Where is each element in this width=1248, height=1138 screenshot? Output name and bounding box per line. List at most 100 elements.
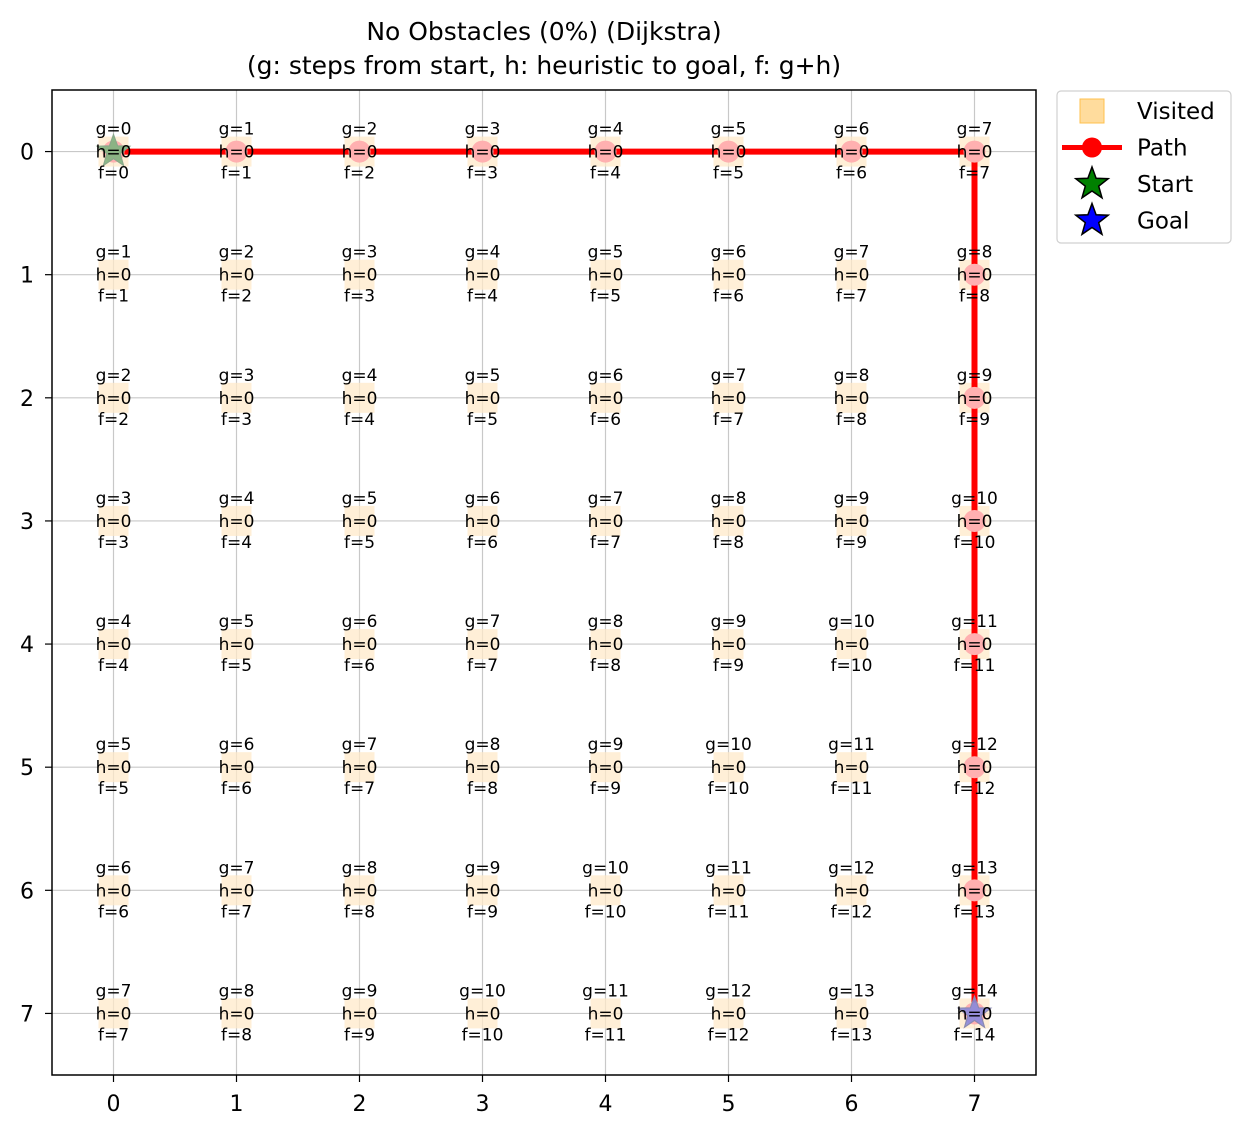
cell-h-label: h=0 bbox=[711, 512, 747, 532]
cell-h-label: h=0 bbox=[465, 389, 501, 409]
cell-g-label: g=6 bbox=[711, 243, 747, 263]
cell-h-label: h=0 bbox=[711, 758, 747, 778]
cell-g-label: g=12 bbox=[951, 735, 998, 755]
path-node bbox=[963, 633, 986, 656]
cell-g-label: g=3 bbox=[342, 243, 378, 263]
visited-cell bbox=[836, 875, 867, 906]
cell-f-label: f=9 bbox=[713, 656, 744, 676]
cell-f-label: f=9 bbox=[344, 1025, 375, 1045]
cell-h-label: h=0 bbox=[342, 635, 378, 655]
cell-h-label: h=0 bbox=[342, 266, 378, 286]
legend-start-star-icon bbox=[1073, 164, 1111, 200]
visited-cell bbox=[713, 505, 744, 536]
cell-g-label: g=10 bbox=[705, 735, 752, 755]
cell-f-label: f=4 bbox=[467, 287, 498, 307]
visited-cell bbox=[590, 998, 621, 1029]
visited-cell bbox=[344, 875, 375, 906]
cell-g-label: g=4 bbox=[588, 120, 624, 140]
cell-g-label: g=4 bbox=[219, 489, 255, 509]
cell-g-label: g=4 bbox=[96, 612, 132, 632]
cell-f-label: f=10 bbox=[462, 1025, 504, 1045]
cell-g-label: g=12 bbox=[828, 858, 875, 878]
legend-box bbox=[1056, 90, 1232, 244]
cell-f-label: f=11 bbox=[708, 902, 750, 922]
cell-h-label: h=0 bbox=[711, 881, 747, 901]
cell-h-label: h=0 bbox=[834, 389, 870, 409]
y-tick-label: 2 bbox=[20, 387, 34, 412]
cell-g-label: g=7 bbox=[96, 981, 132, 1001]
cell-g-label: g=7 bbox=[834, 243, 870, 263]
cell-f-label: f=9 bbox=[590, 779, 621, 799]
path-node bbox=[840, 140, 863, 163]
cell-h-label: h=0 bbox=[465, 266, 501, 286]
visited-cell bbox=[836, 382, 867, 413]
cell-f-label: f=3 bbox=[344, 287, 375, 307]
cell-g-label: g=0 bbox=[96, 120, 132, 140]
y-tick-label: 4 bbox=[20, 633, 34, 658]
cell-g-label: g=6 bbox=[96, 858, 132, 878]
visited-cell bbox=[344, 505, 375, 536]
visited-cell bbox=[221, 259, 252, 290]
legend-label: Visited bbox=[1137, 99, 1215, 125]
visited-cell bbox=[98, 505, 129, 536]
cell-g-label: g=10 bbox=[951, 489, 998, 509]
cell-f-label: f=5 bbox=[713, 164, 744, 184]
cell-g-label: g=11 bbox=[705, 858, 752, 878]
cell-f-label: f=6 bbox=[467, 533, 498, 553]
cell-h-label: h=0 bbox=[588, 389, 624, 409]
cell-g-label: g=5 bbox=[588, 243, 624, 263]
cell-f-label: f=5 bbox=[221, 656, 252, 676]
cell-h-label: h=0 bbox=[219, 266, 255, 286]
visited-cell bbox=[467, 259, 498, 290]
chart-title-line1: No Obstacles (0%) (Dijkstra) bbox=[366, 17, 721, 46]
cell-f-label: f=9 bbox=[467, 902, 498, 922]
cell-f-label: f=13 bbox=[954, 902, 996, 922]
cell-h-label: h=0 bbox=[834, 512, 870, 532]
legend-label: Path bbox=[1137, 136, 1188, 162]
cell-g-label: g=7 bbox=[711, 366, 747, 386]
cell-f-label: f=8 bbox=[836, 410, 867, 430]
cell-g-label: g=6 bbox=[342, 612, 378, 632]
cell-h-label: h=0 bbox=[588, 266, 624, 286]
cell-f-label: f=7 bbox=[713, 410, 744, 430]
cell-f-label: f=12 bbox=[954, 779, 996, 799]
cell-f-label: f=7 bbox=[344, 779, 375, 799]
cell-h-label: h=0 bbox=[588, 758, 624, 778]
visited-cell bbox=[98, 382, 129, 413]
cell-h-label: h=0 bbox=[342, 143, 378, 163]
visited-cell bbox=[836, 629, 867, 660]
cell-f-label: f=7 bbox=[467, 656, 498, 676]
cell-f-label: f=10 bbox=[708, 779, 750, 799]
cell-h-label: h=0 bbox=[219, 389, 255, 409]
y-tick-label: 6 bbox=[20, 879, 34, 904]
cell-h-label: h=0 bbox=[219, 143, 255, 163]
cell-g-label: g=5 bbox=[711, 120, 747, 140]
cell-g-label: g=9 bbox=[834, 489, 870, 509]
visited-cell bbox=[221, 629, 252, 660]
path-node bbox=[963, 263, 986, 286]
cell-g-label: g=11 bbox=[828, 735, 875, 755]
cell-f-label: f=4 bbox=[221, 533, 252, 553]
cell-h-label: h=0 bbox=[957, 635, 993, 655]
cell-g-label: g=7 bbox=[219, 858, 255, 878]
visited-cell bbox=[713, 382, 744, 413]
cell-f-label: f=3 bbox=[467, 164, 498, 184]
cell-h-label: h=0 bbox=[957, 512, 993, 532]
visited-cell bbox=[467, 998, 498, 1029]
cell-f-label: f=9 bbox=[959, 410, 990, 430]
visited-cell bbox=[221, 875, 252, 906]
cell-f-label: f=6 bbox=[98, 902, 129, 922]
cell-f-label: f=8 bbox=[344, 902, 375, 922]
cell-g-label: g=3 bbox=[219, 366, 255, 386]
cell-h-label: h=0 bbox=[342, 389, 378, 409]
visited-cell bbox=[98, 259, 129, 290]
cell-h-label: h=0 bbox=[711, 266, 747, 286]
cell-g-label: g=10 bbox=[459, 981, 506, 1001]
legend-path-circle-icon bbox=[1082, 137, 1102, 158]
cell-h-label: h=0 bbox=[96, 635, 132, 655]
cell-f-label: f=10 bbox=[831, 656, 873, 676]
cell-g-label: g=10 bbox=[828, 612, 875, 632]
cell-g-label: g=4 bbox=[465, 243, 501, 263]
cell-f-label: f=6 bbox=[713, 287, 744, 307]
cell-f-label: f=6 bbox=[221, 779, 252, 799]
